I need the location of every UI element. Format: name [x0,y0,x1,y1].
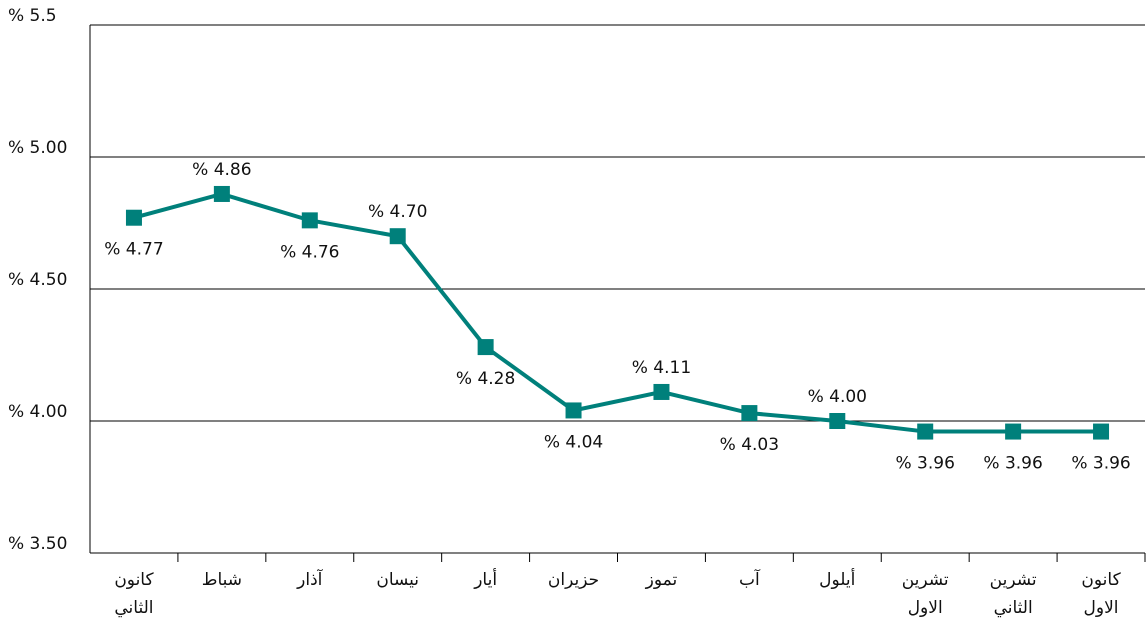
marker [565,402,582,419]
data-label: % 3.96 [1071,454,1130,474]
data-label: % 4.03 [720,435,779,455]
marker [477,339,494,356]
x-tick-label: تشرين الثاني [990,570,1037,618]
x-tick-label: كانون الثاني [114,570,154,618]
marker [1005,423,1022,440]
x-tick-label: آب [739,568,761,590]
marker [917,423,934,440]
x-tick-label: آذار [296,568,324,590]
data-label: % 4.28 [456,369,515,389]
data-label: % 4.70 [368,202,427,222]
data-label: % 4.76 [280,242,339,262]
x-tick-label: نيسان [376,570,419,590]
marker [741,405,758,422]
data-label: % 4.77 [104,240,163,260]
x-tick-label: تموز [645,570,678,590]
data-label: % 4.00 [808,387,867,407]
y-tick-label: % 4.50 [8,270,67,290]
marker [213,185,230,202]
x-tick-label: كانون الاول [1081,570,1121,618]
marker [125,209,142,226]
data-label: % 3.96 [895,454,954,474]
line [133,191,1102,434]
x-tick-label: أيلول [819,568,855,590]
x-tick-label: أيار [473,568,497,590]
data-label: % 3.96 [983,454,1042,474]
data-label: % 4.11 [632,358,691,378]
data-label: % 4.86 [192,160,251,180]
x-tick-label: حزيران [548,570,599,590]
marker [389,228,406,245]
x-tick-label: تشرين الاول [902,570,949,618]
y-tick-label: % 5.00 [8,138,67,158]
marker [301,212,318,229]
marker [1093,423,1110,440]
y-tick-label: % 5.5 [8,6,57,26]
x-tick-label: شباط [202,570,242,590]
y-tick-label: % 4.00 [8,402,67,422]
data-label: % 4.04 [544,432,603,452]
y-tick-label: % 3.50 [8,534,67,554]
marker [653,383,670,400]
marker [829,413,846,429]
